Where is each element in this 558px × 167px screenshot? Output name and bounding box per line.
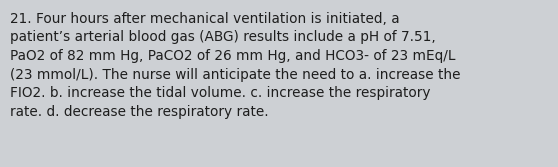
- Text: 21. Four hours after mechanical ventilation is initiated, a
patient’s arterial b: 21. Four hours after mechanical ventilat…: [10, 12, 460, 119]
